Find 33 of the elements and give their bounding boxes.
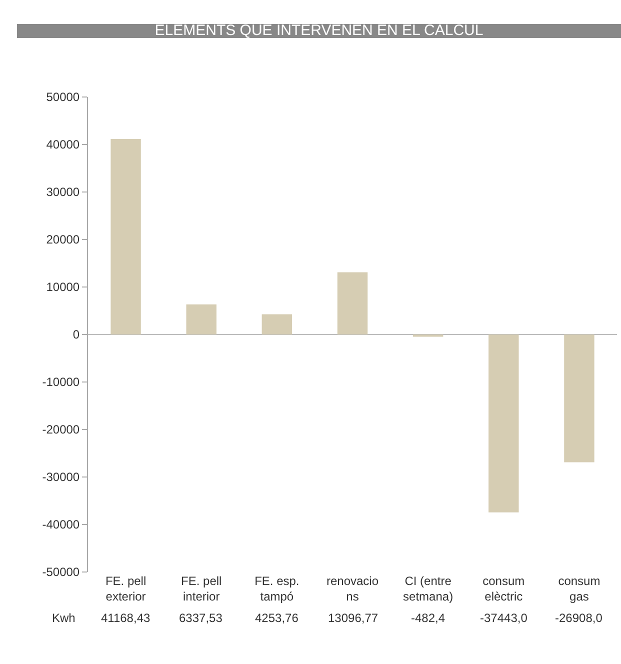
data-label: 41168,43: [101, 611, 150, 625]
y-tick-label: -30000: [42, 470, 80, 484]
x-tick-label: FE. esp. tampó: [254, 574, 300, 604]
x-tick-label: consum elèctric: [482, 574, 525, 604]
bar: [564, 334, 594, 462]
bar: [337, 272, 368, 334]
y-tick-label: 40000: [46, 138, 80, 152]
y-tick-label: -50000: [42, 565, 80, 580]
y-tick-label: 30000: [46, 185, 80, 200]
data-label: -482,4: [411, 611, 446, 625]
data-label: -37443,0: [480, 611, 528, 625]
text: Kwh: [52, 611, 76, 625]
y-tick-label: -10000: [42, 375, 80, 390]
y-tick-label: 0: [72, 328, 80, 342]
x-tick-label: consum gas: [558, 574, 600, 604]
y-tick-label: -20000: [42, 422, 80, 437]
bar: [110, 138, 141, 334]
data-label: 4253,76: [255, 611, 299, 625]
x-tick-label: FE. pell interior: [181, 574, 222, 604]
bar: [186, 304, 216, 334]
data-label: 13096,77: [328, 611, 378, 625]
data-label: -26908,0: [555, 611, 603, 625]
y-tick-label: 20000: [46, 232, 80, 247]
x-tick-label: CI (entre setmana): [403, 574, 454, 604]
bar: [488, 334, 519, 512]
x-tick-label: FE. pell exterior: [105, 574, 146, 604]
data-label: 6337,53: [179, 611, 223, 625]
y-tick-label: 50000: [46, 90, 80, 104]
chart-title: ELEMENTS QUE INTERVENEN EN EL CALCUL: [17, 22, 621, 39]
y-tick-label: -40000: [42, 518, 80, 532]
y-tick-label: 10000: [46, 280, 80, 294]
bar: [262, 314, 292, 334]
x-tick-label: renovacio ns: [326, 574, 379, 604]
